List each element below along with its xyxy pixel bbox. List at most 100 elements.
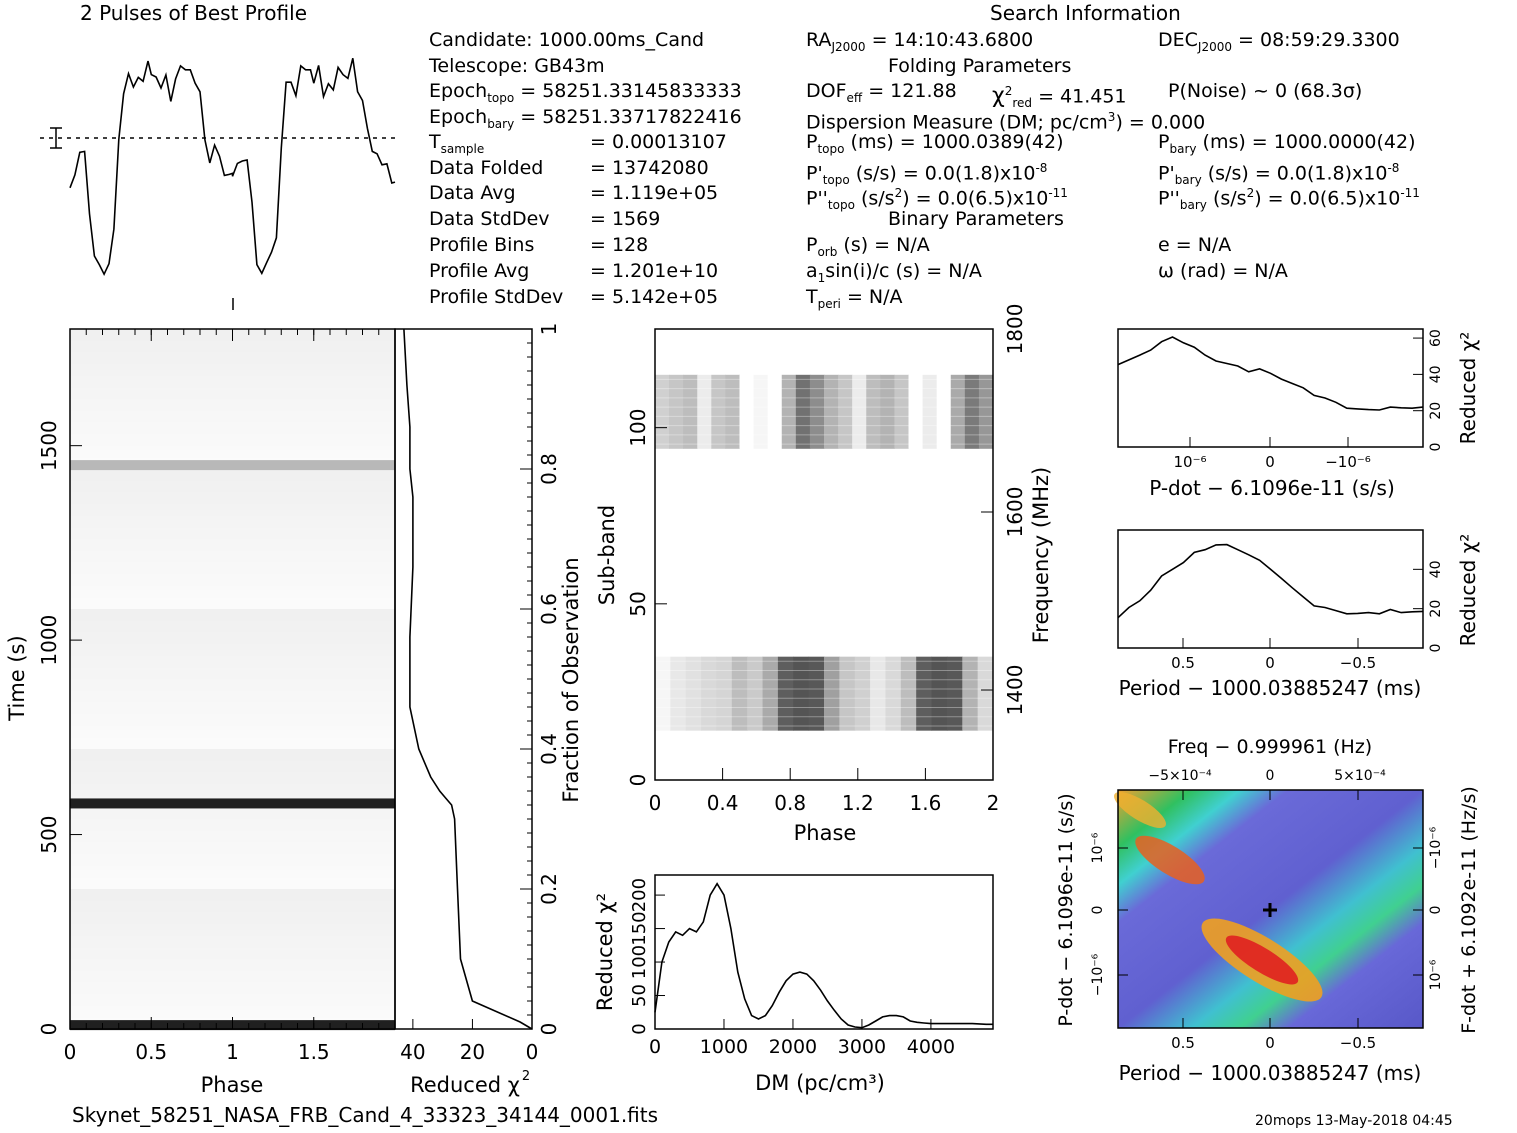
- time-phase-row: [70, 690, 395, 703]
- subband-cell: [711, 374, 726, 449]
- time-phase-row: [70, 574, 395, 587]
- dm-chi2-frame: [654, 874, 994, 1030]
- period-chi2-line: [1117, 543, 1424, 619]
- p-pdot-y2tick-label: 10⁻⁶: [1428, 959, 1444, 990]
- subband-cell: [809, 374, 825, 449]
- pddot-topo-line: P''topo (s/s2) = 0.0(6.5)x10-11: [806, 186, 1068, 213]
- dm-chi2-ytick-label: 150: [629, 911, 650, 945]
- binary-title: Binary Parameters: [888, 208, 1064, 230]
- time-phase-row: [70, 702, 395, 715]
- time-phase-row: [70, 1005, 395, 1018]
- time-phase-row: [70, 609, 395, 622]
- time-phase-row: [70, 994, 395, 1007]
- time-phase-row: [70, 982, 395, 995]
- ra-line: RAJ2000 = 14:10:43.6800: [806, 29, 1034, 54]
- time-phase-row: [70, 375, 395, 388]
- subband-cell: [977, 656, 994, 731]
- time-phase-xtick-label: 0.5: [135, 1040, 167, 1064]
- time-phase-row: [70, 620, 395, 633]
- pdot-bary-line: P'bary (s/s) = 0.0(1.8)x10-8: [1158, 161, 1400, 188]
- pdot-chi2-xtick-label: 0: [1265, 453, 1275, 471]
- p-pdot-title: Freq − 0.999961 (Hz): [1168, 736, 1372, 758]
- p-pdot-y2tick-label: −10⁻⁶: [1428, 826, 1444, 869]
- p-pdot-best-marker: [1263, 903, 1277, 917]
- subband-y2tick-label: 1400: [1003, 665, 1027, 716]
- dm-chi2-xtick-label: 3000: [838, 1036, 886, 1058]
- time-phase-row: [70, 504, 395, 517]
- period-chi2-ytick-label: 20: [1428, 600, 1444, 618]
- pdot-chi2-xtick-label: −10⁻⁶: [1325, 453, 1371, 471]
- subband-ytick-label: 50: [626, 591, 650, 616]
- time-phase-row: [70, 842, 395, 855]
- profile-line: [69, 58, 396, 277]
- time-phase-row: [70, 644, 395, 657]
- subband-cell: [946, 656, 963, 731]
- time-chi2-ytick-label: 1: [537, 323, 561, 336]
- time-chi2-ytick-label: 0.6: [537, 593, 561, 625]
- time-chi2-ytick-label: 0.2: [537, 873, 561, 905]
- p-pdot-peak-region: [1225, 935, 1299, 985]
- time-phase-ytick-label: 500: [37, 815, 61, 853]
- subband-cell: [697, 374, 712, 449]
- subband-cell: [747, 656, 764, 731]
- dm-chi2-line: [654, 882, 993, 1029]
- period-chi2-ytick-label: 40: [1428, 560, 1444, 578]
- subband-cell: [852, 374, 867, 449]
- time-phase-row: [70, 539, 395, 552]
- data-avg-label: Data Avg: [429, 182, 516, 204]
- time-phase-bright-row: [70, 460, 395, 471]
- subband-xtick-label: 1.2: [842, 791, 874, 815]
- time-phase-row: [70, 714, 395, 727]
- pddot-bary-line: P''bary (s/s2) = 0.0(6.5)x10-11: [1158, 186, 1420, 213]
- time-phase-row: [70, 585, 395, 598]
- subband-ytick-label: 0: [626, 774, 650, 787]
- time-phase-row: [70, 854, 395, 867]
- subband-cell: [655, 374, 670, 449]
- time-phase-row: [70, 399, 395, 412]
- pdot-chi2-ytick-label: 0: [1428, 443, 1444, 452]
- pdot-chi2-ylabel: Reduced χ²: [1456, 332, 1480, 445]
- time-phase-xtick-label: 1: [226, 1040, 239, 1064]
- dm-chi2-xtick-label: 0: [649, 1036, 661, 1058]
- time-phase-row: [70, 352, 395, 365]
- subband-xtick-label: 1.6: [909, 791, 941, 815]
- dm-chi2-xlabel: DM (pc/cm³): [755, 1071, 885, 1095]
- epoch-bary-line: Epochbary = 58251.33717822416: [429, 106, 742, 131]
- time-phase-row: [70, 807, 395, 820]
- chi2-line: χ2red = 41.451: [992, 83, 1127, 111]
- time-phase-row: [70, 819, 395, 832]
- epoch-topo-line: Epochtopo = 58251.33145833333: [429, 80, 742, 105]
- time-phase-row: [70, 469, 395, 482]
- profile-bins-value: = 128: [590, 234, 649, 256]
- search-info-title: Search Information: [990, 1, 1181, 25]
- subband-frame: [654, 328, 994, 781]
- asini-line: a1sin(i)/c (s) = N/A: [806, 260, 982, 285]
- subband-xtick-label: 0: [649, 791, 662, 815]
- time-phase-row: [70, 935, 395, 948]
- time-phase-row: [70, 772, 395, 785]
- pdot-chi2-ytick-label: 60: [1428, 329, 1444, 347]
- time-phase-row: [70, 784, 395, 797]
- time-phase-bright-row: [70, 798, 395, 809]
- dec-line: DECJ2000 = 08:59:29.3300: [1158, 29, 1400, 54]
- subband-cell: [655, 656, 671, 731]
- period-chi2-ylabel: Reduced χ²: [1456, 534, 1480, 647]
- time-phase-row: [70, 387, 395, 400]
- time-chi2-ytick-label: 0.8: [537, 453, 561, 485]
- time-phase-row: [70, 667, 395, 680]
- time-phase-ytick-label: 1500: [37, 420, 61, 471]
- tsample-label: Tsample: [429, 131, 485, 156]
- subband-ytick-label: 100: [626, 409, 650, 447]
- p-pdot-ytick-label: 0: [1090, 906, 1106, 915]
- subband-cell: [854, 656, 871, 731]
- subband-xtick-label: 2: [987, 791, 1000, 815]
- subband-cell: [894, 374, 909, 449]
- subband-cell: [978, 374, 994, 449]
- tperi-line: Tperi = N/A: [806, 286, 903, 311]
- subband-cell: [838, 374, 853, 449]
- subband-y2tick-label: 1800: [1003, 304, 1027, 355]
- subband-xtick-label: 0.8: [774, 791, 806, 815]
- time-phase-ytick-label: 0: [37, 1023, 61, 1036]
- p-pdot-xlabel: Period − 1000.03885247 (ms): [1119, 1061, 1422, 1085]
